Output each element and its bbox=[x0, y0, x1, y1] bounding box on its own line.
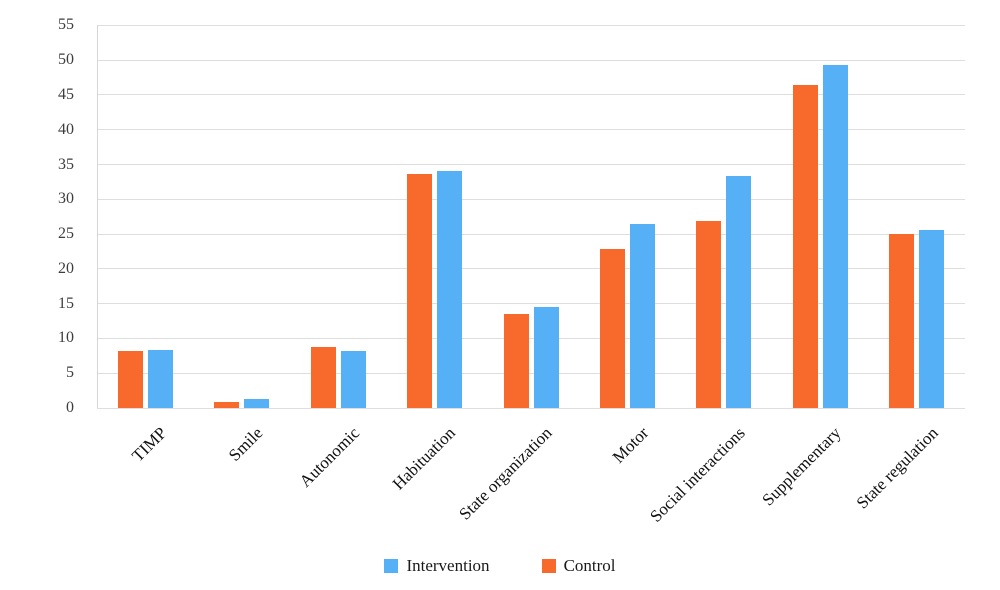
x-axis-label-state-organization: State organization bbox=[455, 423, 556, 524]
bar-intervention-state-regulation bbox=[919, 229, 945, 408]
gridline-25 bbox=[97, 233, 965, 235]
x-axis-label-timp: TIMP bbox=[127, 423, 170, 466]
y-tick-label-20: 20 bbox=[58, 259, 74, 277]
gridline-5 bbox=[97, 372, 965, 374]
bar-intervention-motor bbox=[629, 223, 655, 408]
legend-marker-control bbox=[541, 559, 556, 573]
y-tick-label-45: 45 bbox=[58, 85, 74, 103]
x-axis-label-autonomic: Autonomic bbox=[295, 423, 363, 491]
gridline-10 bbox=[97, 337, 965, 339]
legend-label-control: Control bbox=[563, 556, 616, 575]
gridline-0 bbox=[97, 407, 965, 409]
bar-control-habituation bbox=[407, 174, 433, 408]
bar-control-social-interactions bbox=[696, 220, 722, 408]
y-tick-label-55: 55 bbox=[58, 16, 74, 34]
bar-control-autonomic bbox=[310, 346, 336, 408]
legend-item-control: Control bbox=[541, 556, 616, 576]
gridline-45 bbox=[97, 94, 965, 96]
x-axis-label-motor: Motor bbox=[608, 423, 653, 467]
y-tick-label-10: 10 bbox=[58, 329, 74, 347]
y-tick-label-0: 0 bbox=[66, 399, 74, 416]
x-axis-label-social-interactions: Social interactions bbox=[646, 423, 749, 526]
gridline-20 bbox=[97, 268, 965, 270]
gridline-40 bbox=[97, 129, 965, 131]
x-axis-label-supplementary: Supplementary bbox=[758, 423, 846, 510]
bar-intervention-state-organization bbox=[533, 307, 559, 408]
bar-control-timp bbox=[117, 350, 143, 408]
bar-control-state-organization bbox=[503, 314, 529, 408]
legend-marker-intervention bbox=[384, 559, 399, 573]
legend: Intervention Control bbox=[0, 552, 1000, 580]
x-axis-label-state-regulation: State regulation bbox=[852, 423, 942, 513]
y-tick-label-30: 30 bbox=[58, 190, 74, 208]
y-tick-label-5: 5 bbox=[66, 364, 74, 382]
bar-control-state-regulation bbox=[889, 234, 915, 408]
y-tick-label-25: 25 bbox=[58, 225, 74, 243]
x-axis-label-smile: Smile bbox=[224, 423, 267, 465]
y-tick-label-50: 50 bbox=[58, 51, 74, 69]
bar-control-smile bbox=[214, 401, 240, 408]
x-axis-label-habituation: Habituation bbox=[389, 423, 460, 494]
bar-control-supplementary bbox=[792, 84, 818, 408]
bar-intervention-smile bbox=[244, 398, 270, 408]
bar-intervention-timp bbox=[147, 349, 173, 408]
bar-intervention-habituation bbox=[437, 170, 463, 408]
y-tick-label-35: 35 bbox=[58, 155, 74, 173]
gridline-35 bbox=[97, 164, 965, 166]
y-axis-line bbox=[96, 25, 98, 408]
legend-item-intervention: Intervention bbox=[384, 556, 490, 576]
legend-label-intervention: Intervention bbox=[406, 556, 490, 575]
gridline-55 bbox=[97, 24, 965, 26]
bar-intervention-autonomic bbox=[340, 350, 366, 408]
gridline-15 bbox=[97, 303, 965, 305]
y-tick-label-40: 40 bbox=[58, 120, 74, 138]
gridline-50 bbox=[97, 59, 965, 61]
bar-intervention-social-interactions bbox=[726, 175, 752, 408]
bar-intervention-supplementary bbox=[822, 65, 848, 408]
bar-control-motor bbox=[599, 249, 625, 408]
y-tick-label-15: 15 bbox=[58, 294, 74, 312]
gridline-30 bbox=[97, 198, 965, 200]
